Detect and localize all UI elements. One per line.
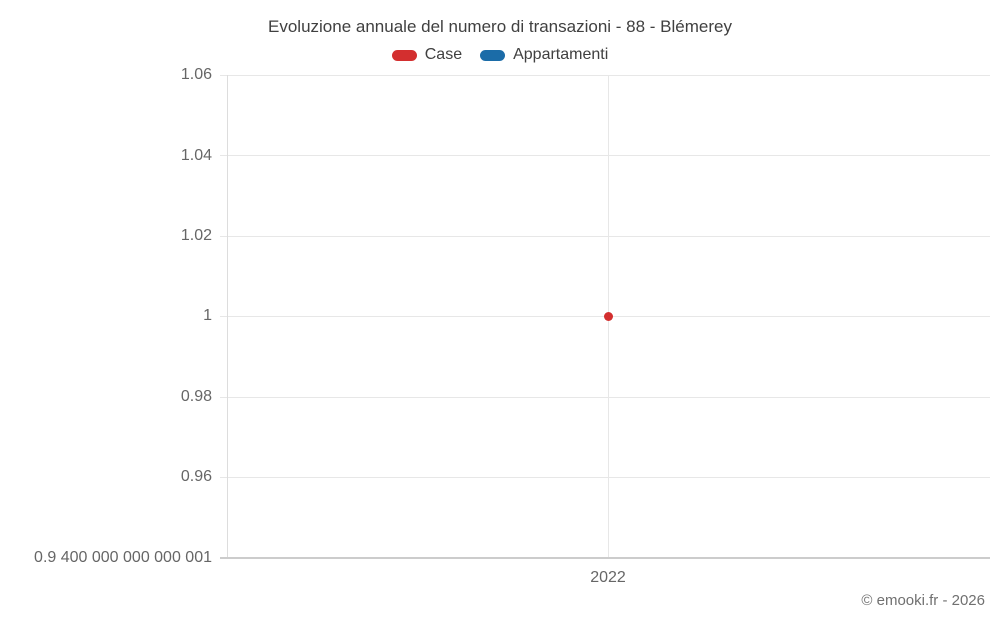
legend-label-appartamenti: Appartamenti	[513, 46, 609, 63]
case-series-swatch-icon	[391, 49, 417, 61]
y-tick-label: 1.04	[180, 147, 212, 164]
y-gridline	[220, 155, 990, 156]
chart-title: Evoluzione annuale del numero di transaz…	[268, 17, 732, 36]
y-gridline	[220, 477, 990, 478]
y-tick-label: 1	[203, 307, 212, 324]
appartamenti-series-swatch-icon	[480, 49, 506, 61]
y-tick-label: 0.9 400 000 000 000 001	[34, 549, 212, 566]
legend-item-appartamenti[interactable]: Appartamenti	[480, 46, 608, 64]
legend-item-case[interactable]: Case	[391, 46, 463, 64]
x-tick-label-2022: 2022	[590, 569, 626, 586]
y-axis-line	[227, 75, 228, 558]
y-gridline	[220, 75, 990, 76]
y-gridline	[220, 236, 990, 237]
y-tick-label: 1.06	[180, 66, 212, 83]
y-tick-label: 0.98	[180, 388, 212, 405]
copyright-text: © emooki.fr - 2026	[861, 592, 985, 609]
y-tick-label: 0.96	[180, 468, 212, 485]
legend-label-case: Case	[424, 46, 463, 63]
x-axis-line	[220, 557, 990, 559]
y-tick-label: 1.02	[180, 227, 212, 244]
chart-legend: Case Appartamenti	[0, 46, 1000, 64]
y-gridline	[220, 397, 990, 398]
data-point-case-2022[interactable]	[604, 312, 613, 321]
